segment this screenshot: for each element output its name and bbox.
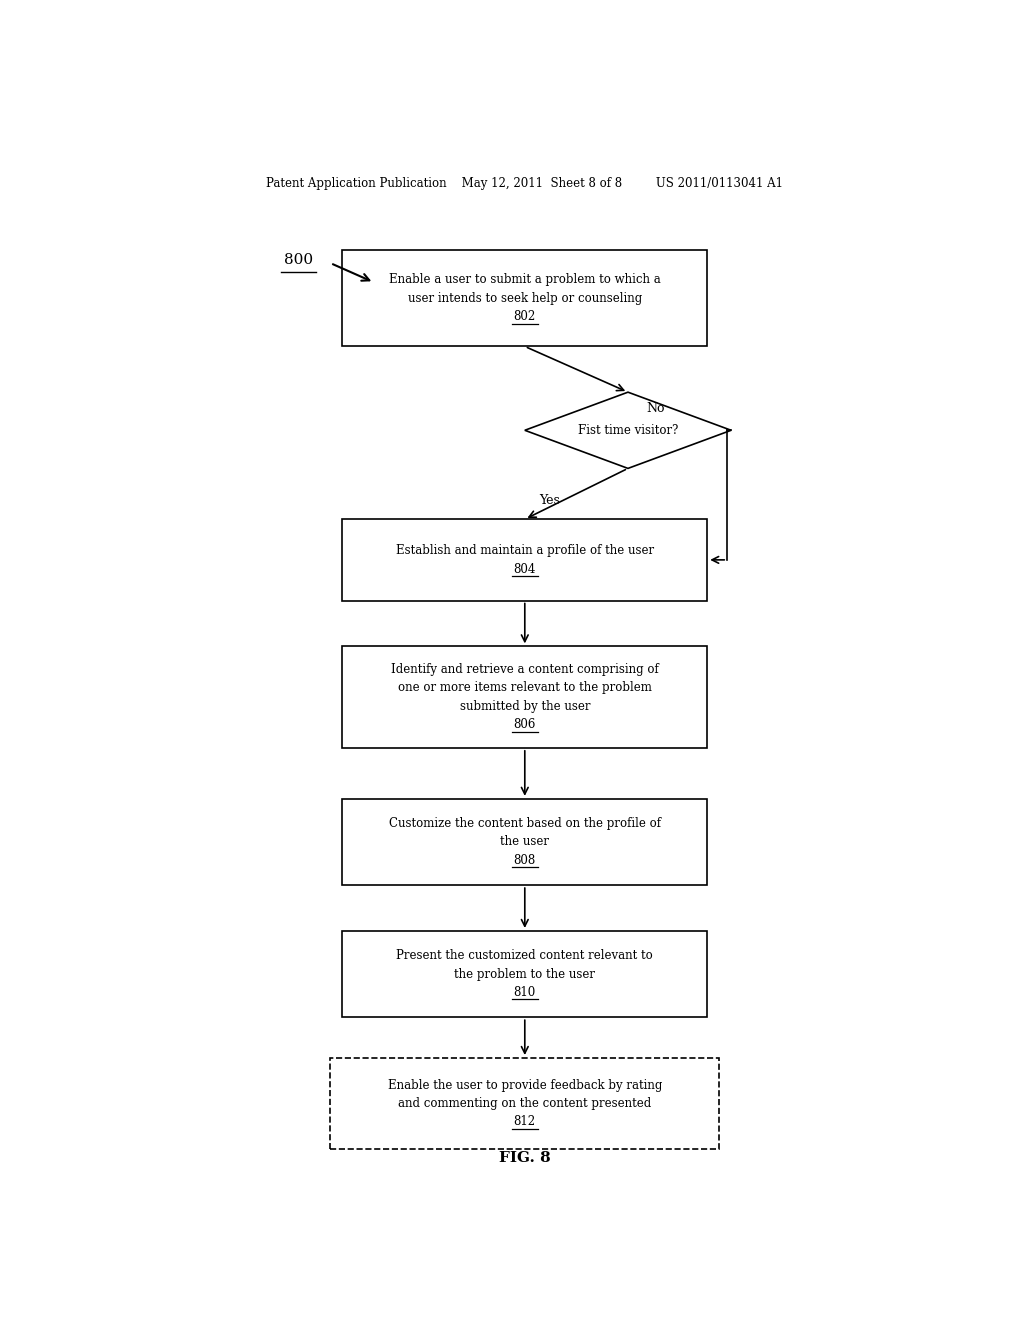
Text: 804: 804 (514, 562, 536, 576)
Text: the problem to the user: the problem to the user (455, 968, 595, 981)
Text: one or more items relevant to the problem: one or more items relevant to the proble… (398, 681, 651, 694)
Text: No: No (646, 401, 665, 414)
Polygon shape (524, 392, 731, 469)
Polygon shape (331, 1057, 719, 1150)
Text: 800: 800 (284, 253, 313, 267)
Text: user intends to seek help or counseling: user intends to seek help or counseling (408, 292, 642, 305)
Text: 802: 802 (514, 310, 536, 323)
Text: Patent Application Publication    May 12, 2011  Sheet 8 of 8         US 2011/011: Patent Application Publication May 12, 2… (266, 177, 783, 190)
Text: the user: the user (501, 836, 549, 849)
Polygon shape (342, 519, 708, 601)
Text: Enable the user to provide feedback by rating: Enable the user to provide feedback by r… (388, 1078, 662, 1092)
Text: Yes: Yes (539, 495, 560, 507)
Text: FIG. 8: FIG. 8 (499, 1151, 551, 1164)
Text: Present the customized content relevant to: Present the customized content relevant … (396, 949, 653, 962)
Text: Customize the content based on the profile of: Customize the content based on the profi… (389, 817, 660, 830)
Text: Fist time visitor?: Fist time visitor? (578, 424, 678, 437)
Text: and commenting on the content presented: and commenting on the content presented (398, 1097, 651, 1110)
Text: Establish and maintain a profile of the user: Establish and maintain a profile of the … (395, 544, 654, 557)
Text: 808: 808 (514, 854, 536, 867)
Polygon shape (342, 799, 708, 886)
Text: submitted by the user: submitted by the user (460, 700, 590, 713)
Polygon shape (342, 249, 708, 346)
Text: 806: 806 (514, 718, 536, 731)
Polygon shape (342, 647, 708, 748)
Text: Enable a user to submit a problem to which a: Enable a user to submit a problem to whi… (389, 273, 660, 286)
Polygon shape (342, 931, 708, 1018)
Text: 810: 810 (514, 986, 536, 999)
Text: 812: 812 (514, 1115, 536, 1129)
Text: Identify and retrieve a content comprising of: Identify and retrieve a content comprisi… (391, 663, 658, 676)
